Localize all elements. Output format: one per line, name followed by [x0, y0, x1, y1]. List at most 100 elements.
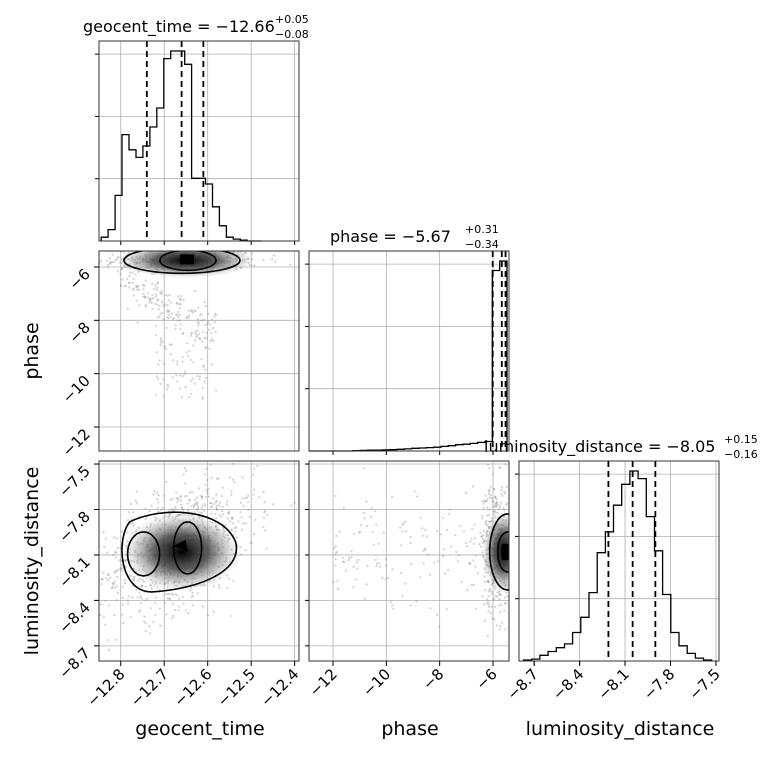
sample-point: [167, 313, 170, 316]
sample-point: [174, 593, 177, 596]
sample-point: [381, 576, 384, 580]
sample-point: [204, 323, 207, 326]
sample-point: [491, 499, 494, 503]
sample-point: [174, 507, 177, 510]
sample-point: [399, 526, 402, 529]
sample-point: [344, 569, 348, 572]
sample-point: [441, 516, 444, 519]
sample-point: [489, 612, 492, 615]
sample-point: [156, 316, 159, 319]
sample-point: [241, 497, 244, 500]
sample-point: [159, 339, 162, 342]
sample-point: [159, 382, 162, 385]
sample-point: [167, 299, 170, 302]
sample-point: [492, 500, 495, 503]
sample-point: [215, 500, 218, 503]
sample-point: [486, 497, 489, 500]
sample-point: [163, 601, 166, 605]
title-phase: phase = −5.67: [330, 227, 451, 246]
sample-point: [481, 595, 484, 598]
sample-point: [197, 322, 200, 325]
sample-point: [187, 508, 190, 511]
ytick-label-phase: −8: [65, 318, 93, 346]
sample-point: [110, 587, 114, 590]
sample-point: [229, 614, 232, 618]
sample-point: [204, 346, 207, 349]
sample-point: [214, 331, 217, 334]
sample-point: [402, 522, 405, 525]
sample-point: [155, 293, 158, 296]
sample-point: [171, 592, 174, 595]
sample-point: [136, 288, 139, 291]
sample-point: [215, 506, 218, 510]
sample-point: [187, 309, 190, 312]
sample-point: [94, 639, 96, 641]
density-shading: [121, 511, 242, 592]
sample-point: [428, 573, 432, 576]
sample-point: [216, 477, 219, 480]
sample-point: [200, 319, 203, 322]
sample-point: [188, 498, 191, 501]
sample-point: [182, 298, 185, 301]
sample-point: [119, 559, 123, 562]
sample-point: [429, 607, 432, 610]
sample-point: [218, 586, 221, 589]
sample-point: [136, 596, 139, 599]
sample-point: [226, 503, 229, 506]
sample-point: [413, 490, 416, 493]
xtick-label-phase: −10: [359, 665, 394, 700]
sample-point: [506, 595, 509, 598]
xtick-label-luminosity_distance: −8.4: [549, 665, 587, 703]
sample-point: [486, 463, 490, 466]
sample-point: [179, 323, 182, 326]
sample-point: [202, 605, 205, 608]
hist-panel-geocent_time: [95, 40, 300, 245]
sample-point: [419, 576, 422, 579]
sample-point: [494, 605, 497, 609]
sample-point: [302, 481, 304, 483]
sample-point: [492, 598, 495, 601]
sample-point: [200, 507, 204, 510]
hist-panel-phase: [305, 250, 510, 455]
sample-point: [447, 568, 450, 572]
sample-point: [504, 602, 507, 605]
sample-point: [487, 513, 490, 517]
sample-point: [498, 592, 501, 596]
sample-point: [179, 496, 182, 499]
sample-point: [182, 602, 185, 605]
sample-point: [401, 594, 404, 597]
sample-point: [95, 638, 97, 640]
sample-point: [159, 624, 162, 627]
sample-point: [436, 613, 439, 617]
sample-point: [119, 285, 122, 288]
sample-point: [105, 259, 109, 262]
sample-point: [239, 510, 242, 514]
sample-point: [234, 246, 236, 248]
sample-point: [209, 323, 212, 326]
sample-point: [151, 294, 154, 297]
sample-point: [189, 334, 192, 337]
sample-point: [363, 517, 366, 520]
sample-point: [213, 321, 217, 324]
sample-point: [144, 296, 147, 299]
sample-point: [375, 564, 378, 568]
sample-point: [194, 289, 197, 293]
sample-point: [200, 358, 203, 361]
sample-point: [137, 285, 140, 288]
sample-point: [143, 615, 146, 618]
sample-point: [263, 501, 266, 504]
sample-point: [132, 578, 135, 581]
sample-point: [128, 271, 132, 274]
sample-point: [113, 536, 116, 539]
sample-point: [138, 609, 141, 612]
sample-point: [185, 317, 188, 320]
xlabel-geocent-time: geocent_time: [135, 718, 264, 740]
sample-point: [244, 497, 247, 500]
sample-point: [488, 488, 491, 491]
sample-point: [179, 387, 182, 390]
sample-point: [241, 415, 243, 417]
sample-point: [484, 500, 487, 503]
sample-point: [499, 593, 503, 596]
sample-point: [180, 506, 183, 509]
sample-point: [113, 586, 116, 589]
